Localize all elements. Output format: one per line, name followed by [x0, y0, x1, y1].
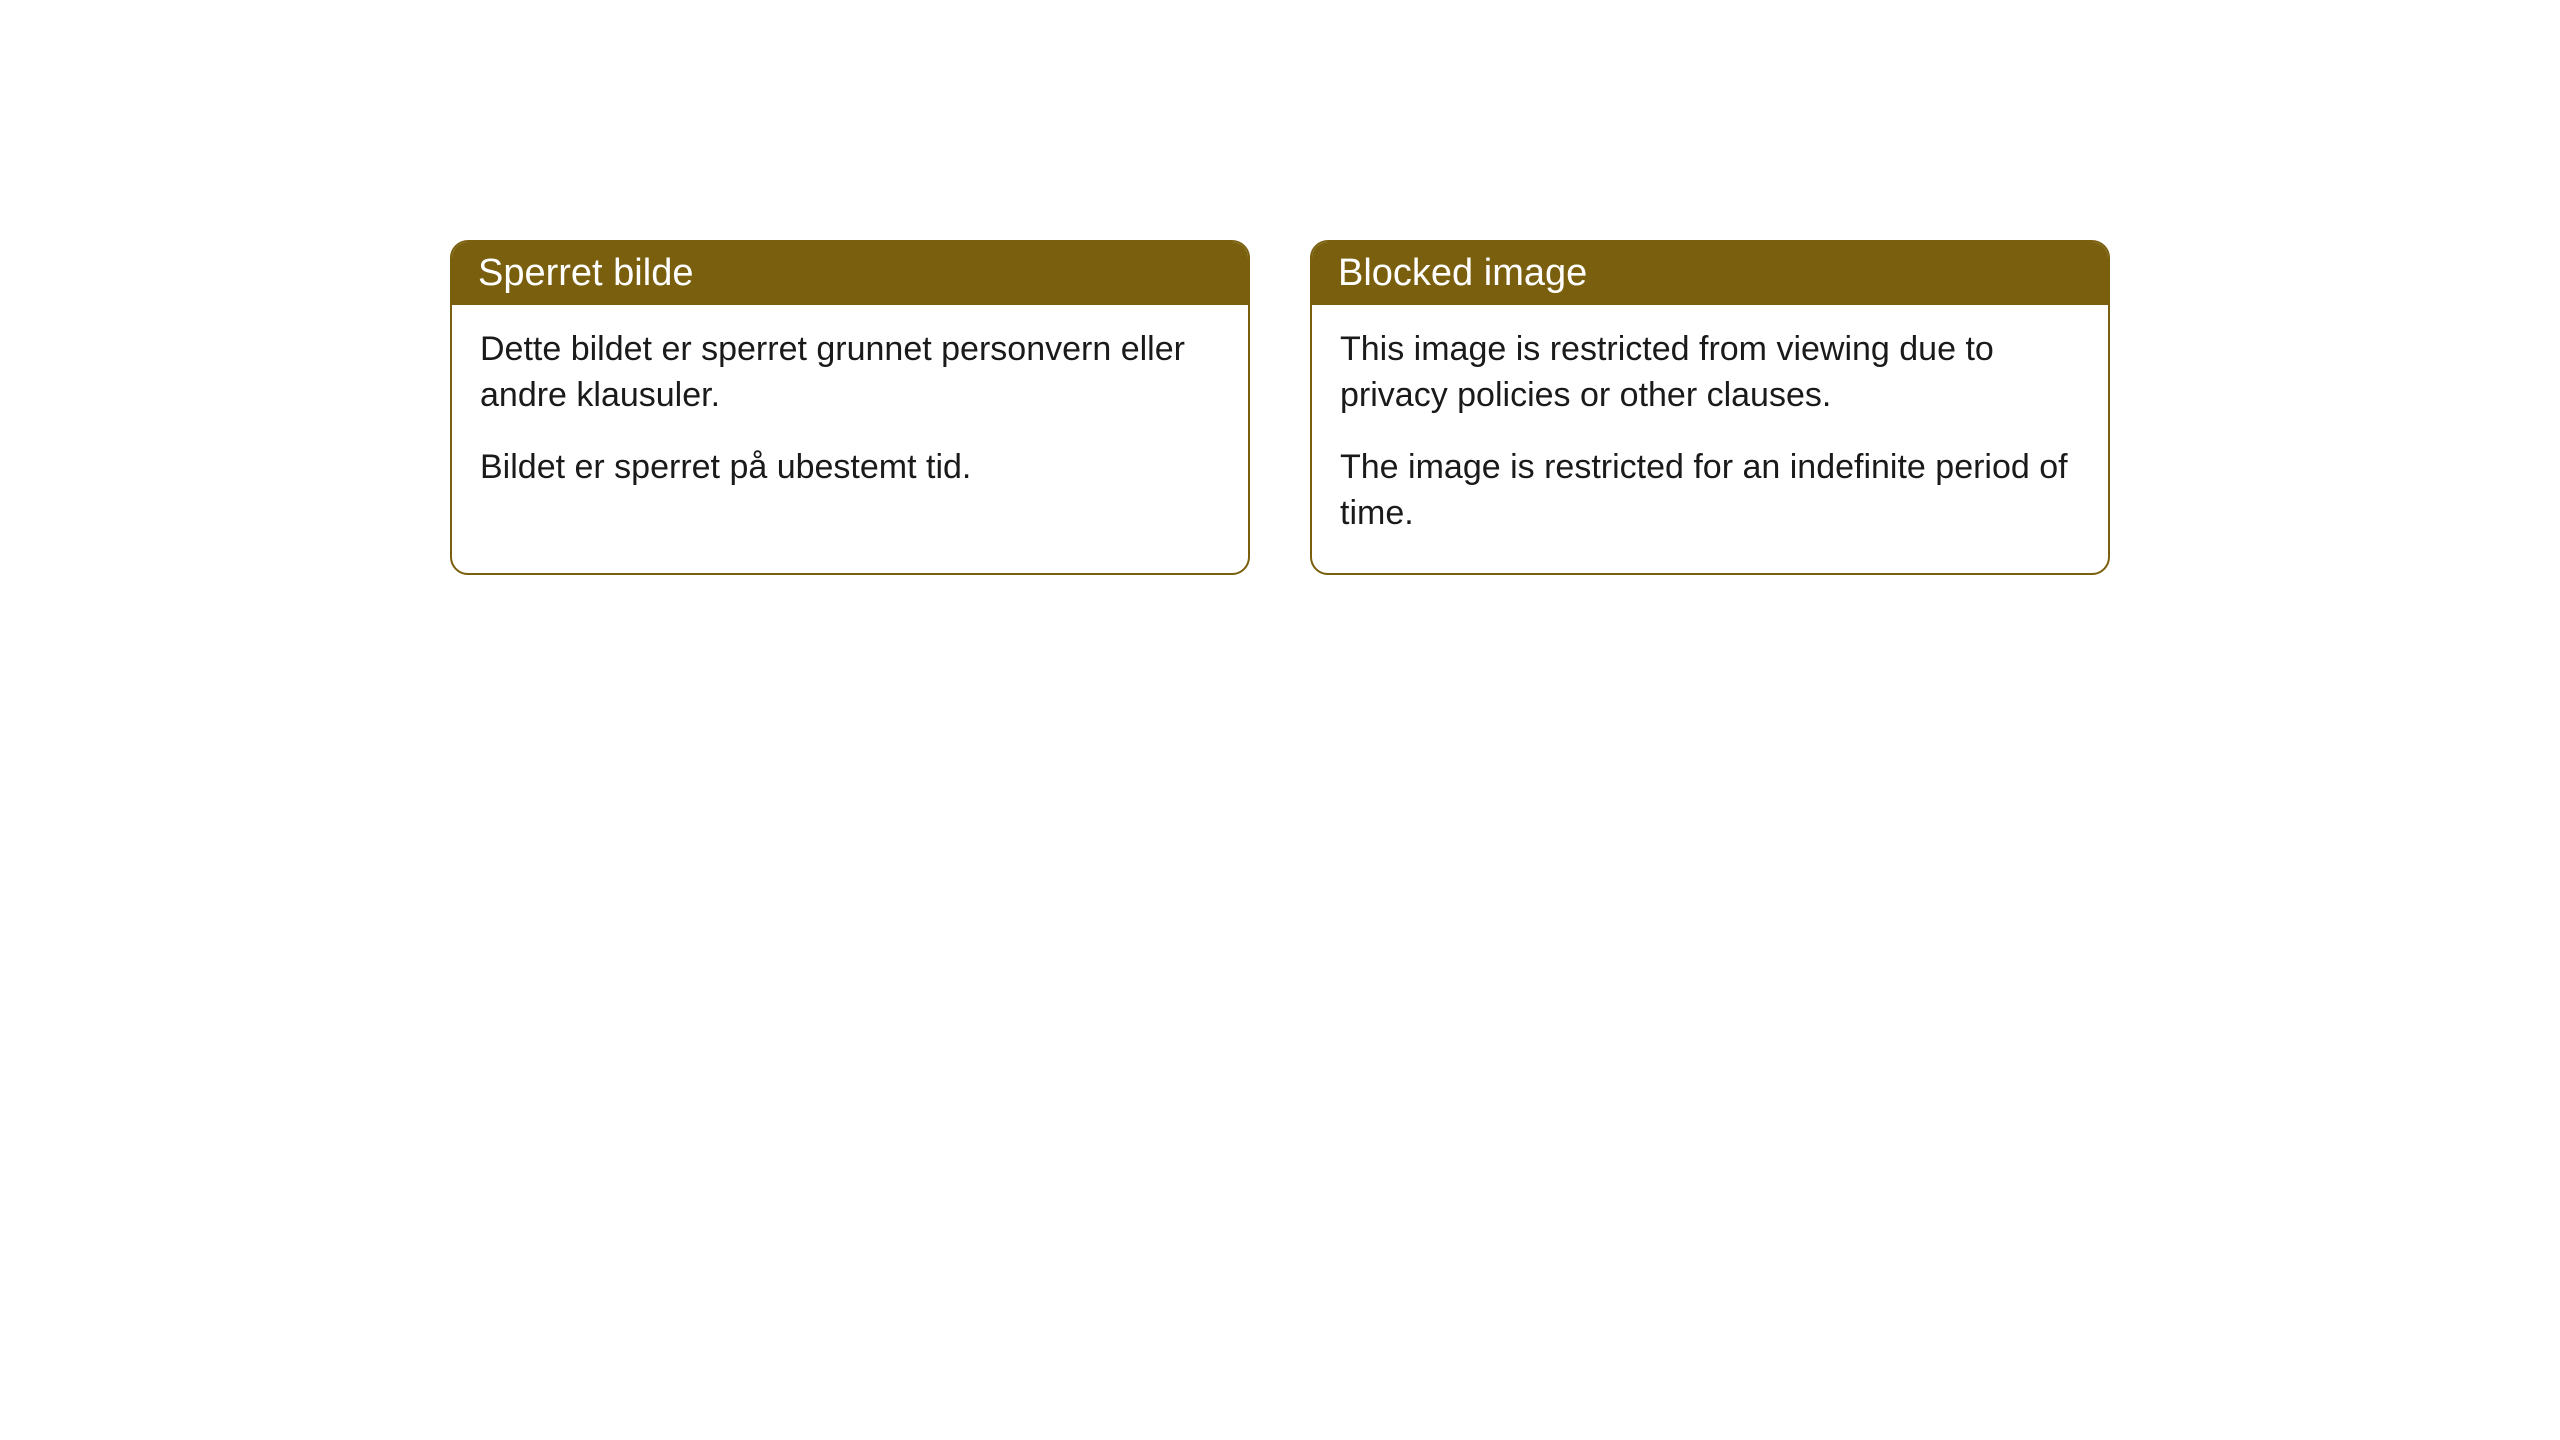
blocked-image-card-no: Sperret bilde Dette bildet er sperret gr… [450, 240, 1250, 575]
notice-container: Sperret bilde Dette bildet er sperret gr… [450, 240, 2110, 575]
card-paragraph-2-no: Bildet er sperret på ubestemt tid. [480, 445, 1220, 491]
card-paragraph-2-en: The image is restricted for an indefinit… [1340, 445, 2080, 537]
card-paragraph-1-no: Dette bildet er sperret grunnet personve… [480, 327, 1220, 419]
card-body-en: This image is restricted from viewing du… [1312, 305, 2108, 573]
card-body-no: Dette bildet er sperret grunnet personve… [452, 305, 1248, 527]
blocked-image-card-en: Blocked image This image is restricted f… [1310, 240, 2110, 575]
card-header-no: Sperret bilde [452, 242, 1248, 305]
card-title-no: Sperret bilde [478, 252, 693, 294]
card-title-en: Blocked image [1338, 252, 1587, 294]
card-header-en: Blocked image [1312, 242, 2108, 305]
card-paragraph-1-en: This image is restricted from viewing du… [1340, 327, 2080, 419]
